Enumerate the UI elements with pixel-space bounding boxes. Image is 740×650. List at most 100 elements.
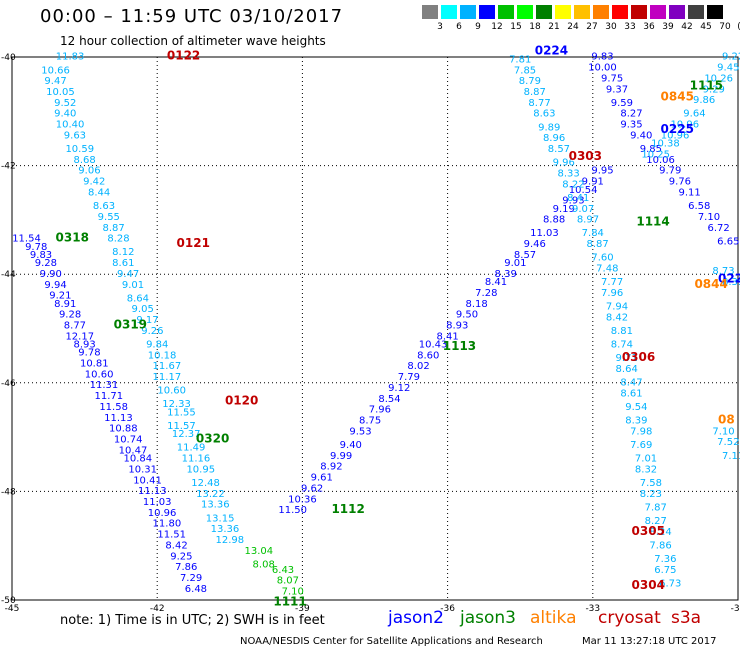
wave-height-value: 9.94 [44, 280, 66, 291]
wave-height-value: 12.37 [172, 429, 201, 440]
wave-height-value: 8.41 [485, 277, 507, 288]
color-scale-swatch [650, 5, 666, 19]
wave-height-value: 9.78 [78, 348, 100, 359]
wave-height-value: 7.81 [509, 54, 531, 65]
pass-time-label: 1112 [331, 502, 364, 516]
wave-height-value: 10.60 [157, 386, 186, 397]
wave-height-value: 9.76 [669, 177, 691, 188]
color-scale-label: 18 [529, 22, 541, 32]
wave-height-value: 12.33 [162, 399, 191, 410]
generation-timestamp: Mar 11 13:27:18 UTC 2017 [582, 636, 717, 647]
color-scale-swatch [479, 5, 495, 19]
y-tick-label: -40 [1, 53, 16, 63]
pass-time-label: 1114 [636, 214, 669, 228]
wave-height-value: 9.22 [722, 52, 740, 63]
wave-height-value: 7.85 [514, 65, 536, 76]
color-scale-swatch [669, 5, 685, 19]
wave-height-value: 8.68 [73, 155, 95, 166]
wave-height-value: 10.43 [419, 340, 448, 351]
wave-height-value: 7.86 [649, 540, 671, 551]
wave-height-value: 11.54 [12, 234, 41, 245]
pass-time-label: 0845 [661, 89, 694, 103]
wave-height-value: 7.84 [582, 228, 604, 239]
wave-height-value: 11.58 [99, 402, 128, 413]
wave-height-value: 7.96 [601, 288, 623, 299]
wave-height-value: 8.12 [112, 247, 134, 258]
y-tick-label: -46 [1, 379, 16, 389]
wave-height-value: 9.54 [625, 402, 647, 413]
wave-height-value: 8.27 [620, 109, 642, 120]
wave-height-value: 8.32 [635, 464, 657, 475]
wave-height-value: 8.63 [93, 201, 115, 212]
color-scale-label: 12 [491, 22, 503, 32]
wave-height-value: 8.33 [557, 168, 579, 179]
y-tick-label: -44 [1, 270, 16, 280]
pass-time-label: 0224 [535, 43, 568, 57]
wave-height-value: 9.83 [30, 250, 52, 261]
wave-height-value: 9.47 [117, 269, 139, 280]
x-tick-label: -36 [440, 604, 455, 614]
wave-height-value: 11.55 [167, 407, 196, 418]
wave-height-value: 11.03 [530, 228, 559, 239]
wave-height-value: 7.69 [630, 440, 652, 451]
wave-height-value: 13.04 [245, 546, 274, 557]
pass-time-label: 0121 [177, 236, 210, 250]
color-scale-label: 6 [456, 22, 462, 32]
color-scale-swatch [574, 5, 590, 19]
wave-height-value: 8.61 [112, 258, 134, 269]
wave-height-value: 10.54 [569, 185, 598, 196]
wave-height-value: 7.10 [282, 587, 304, 598]
wave-height-value: 9.29 [703, 84, 725, 95]
wave-height-value: 6.75 [654, 565, 676, 576]
wave-height-value: 8.92 [320, 462, 342, 473]
wave-height-value: 8.64 [127, 293, 149, 304]
color-scale-swatch [688, 5, 704, 19]
legend-item-altika: altika [530, 608, 577, 628]
wave-height-value: 9.91 [582, 177, 604, 188]
wave-height-value: 8.93 [446, 321, 468, 332]
wave-height-value: 8.47 [620, 378, 642, 389]
wave-height-value: 10.41 [133, 475, 162, 486]
footnote: note: 1) Time is in UTC; 2) SWH is in fe… [60, 613, 325, 628]
wave-height-value: 8.39 [722, 277, 740, 288]
wave-height-value: 9.25 [170, 551, 192, 562]
wave-height-value: 9.89 [538, 122, 560, 133]
wave-height-value: 13.22 [196, 489, 225, 500]
color-scale-label: (ft) [735, 22, 740, 32]
pass-time-label: 0844 [694, 277, 727, 291]
wave-height-value: 8.39 [495, 269, 517, 280]
wave-height-value: 9.11 [678, 187, 700, 198]
pass-time-label: 0306 [622, 350, 655, 364]
wave-height-value: 11.17 [153, 372, 182, 383]
wave-height-value: 7.11 [722, 451, 740, 462]
legend-item-jason2: jason2 [388, 608, 444, 628]
wave-height-value: 9.61 [311, 473, 333, 484]
pass-time-label: 1115 [690, 79, 723, 93]
color-scale-swatch [536, 5, 552, 19]
wave-height-value: 6.48 [185, 584, 207, 595]
altimeter-observations: 11.8310.669.4710.059.529.4010.409.6310.5… [12, 52, 740, 598]
wave-height-value: 9.01 [504, 258, 526, 269]
credit-line: NOAA/NESDIS Center for Satellite Applica… [240, 636, 543, 647]
pass-time-label: 0303 [569, 149, 602, 163]
wave-height-value: 7.58 [640, 478, 662, 489]
pass-time-label: 1111 [273, 594, 306, 608]
wave-height-value: 8.93 [73, 340, 95, 351]
wave-height-value: 9.21 [49, 291, 71, 302]
wave-height-value: 10.47 [119, 445, 148, 456]
color-scale-swatch [555, 5, 571, 19]
pass-time-label: 08 [718, 413, 735, 427]
wave-height-value: 8.57 [548, 144, 570, 155]
wave-height-value: 9.40 [340, 440, 362, 451]
wave-height-value: 10.96 [661, 130, 690, 141]
x-tick-label: -30 [731, 604, 740, 614]
wave-height-value: 10.59 [65, 144, 94, 155]
pass-time-label: 0225 [661, 122, 694, 136]
pass-time-label: 0318 [56, 231, 89, 245]
wave-height-value: 9.75 [601, 73, 623, 84]
color-scale-label: 45 [700, 22, 712, 32]
wave-height-value: 9.50 [456, 310, 478, 321]
color-scale-label: 24 [567, 22, 579, 32]
wave-height-value: 10.81 [80, 359, 109, 370]
x-tick-label: -42 [150, 604, 165, 614]
